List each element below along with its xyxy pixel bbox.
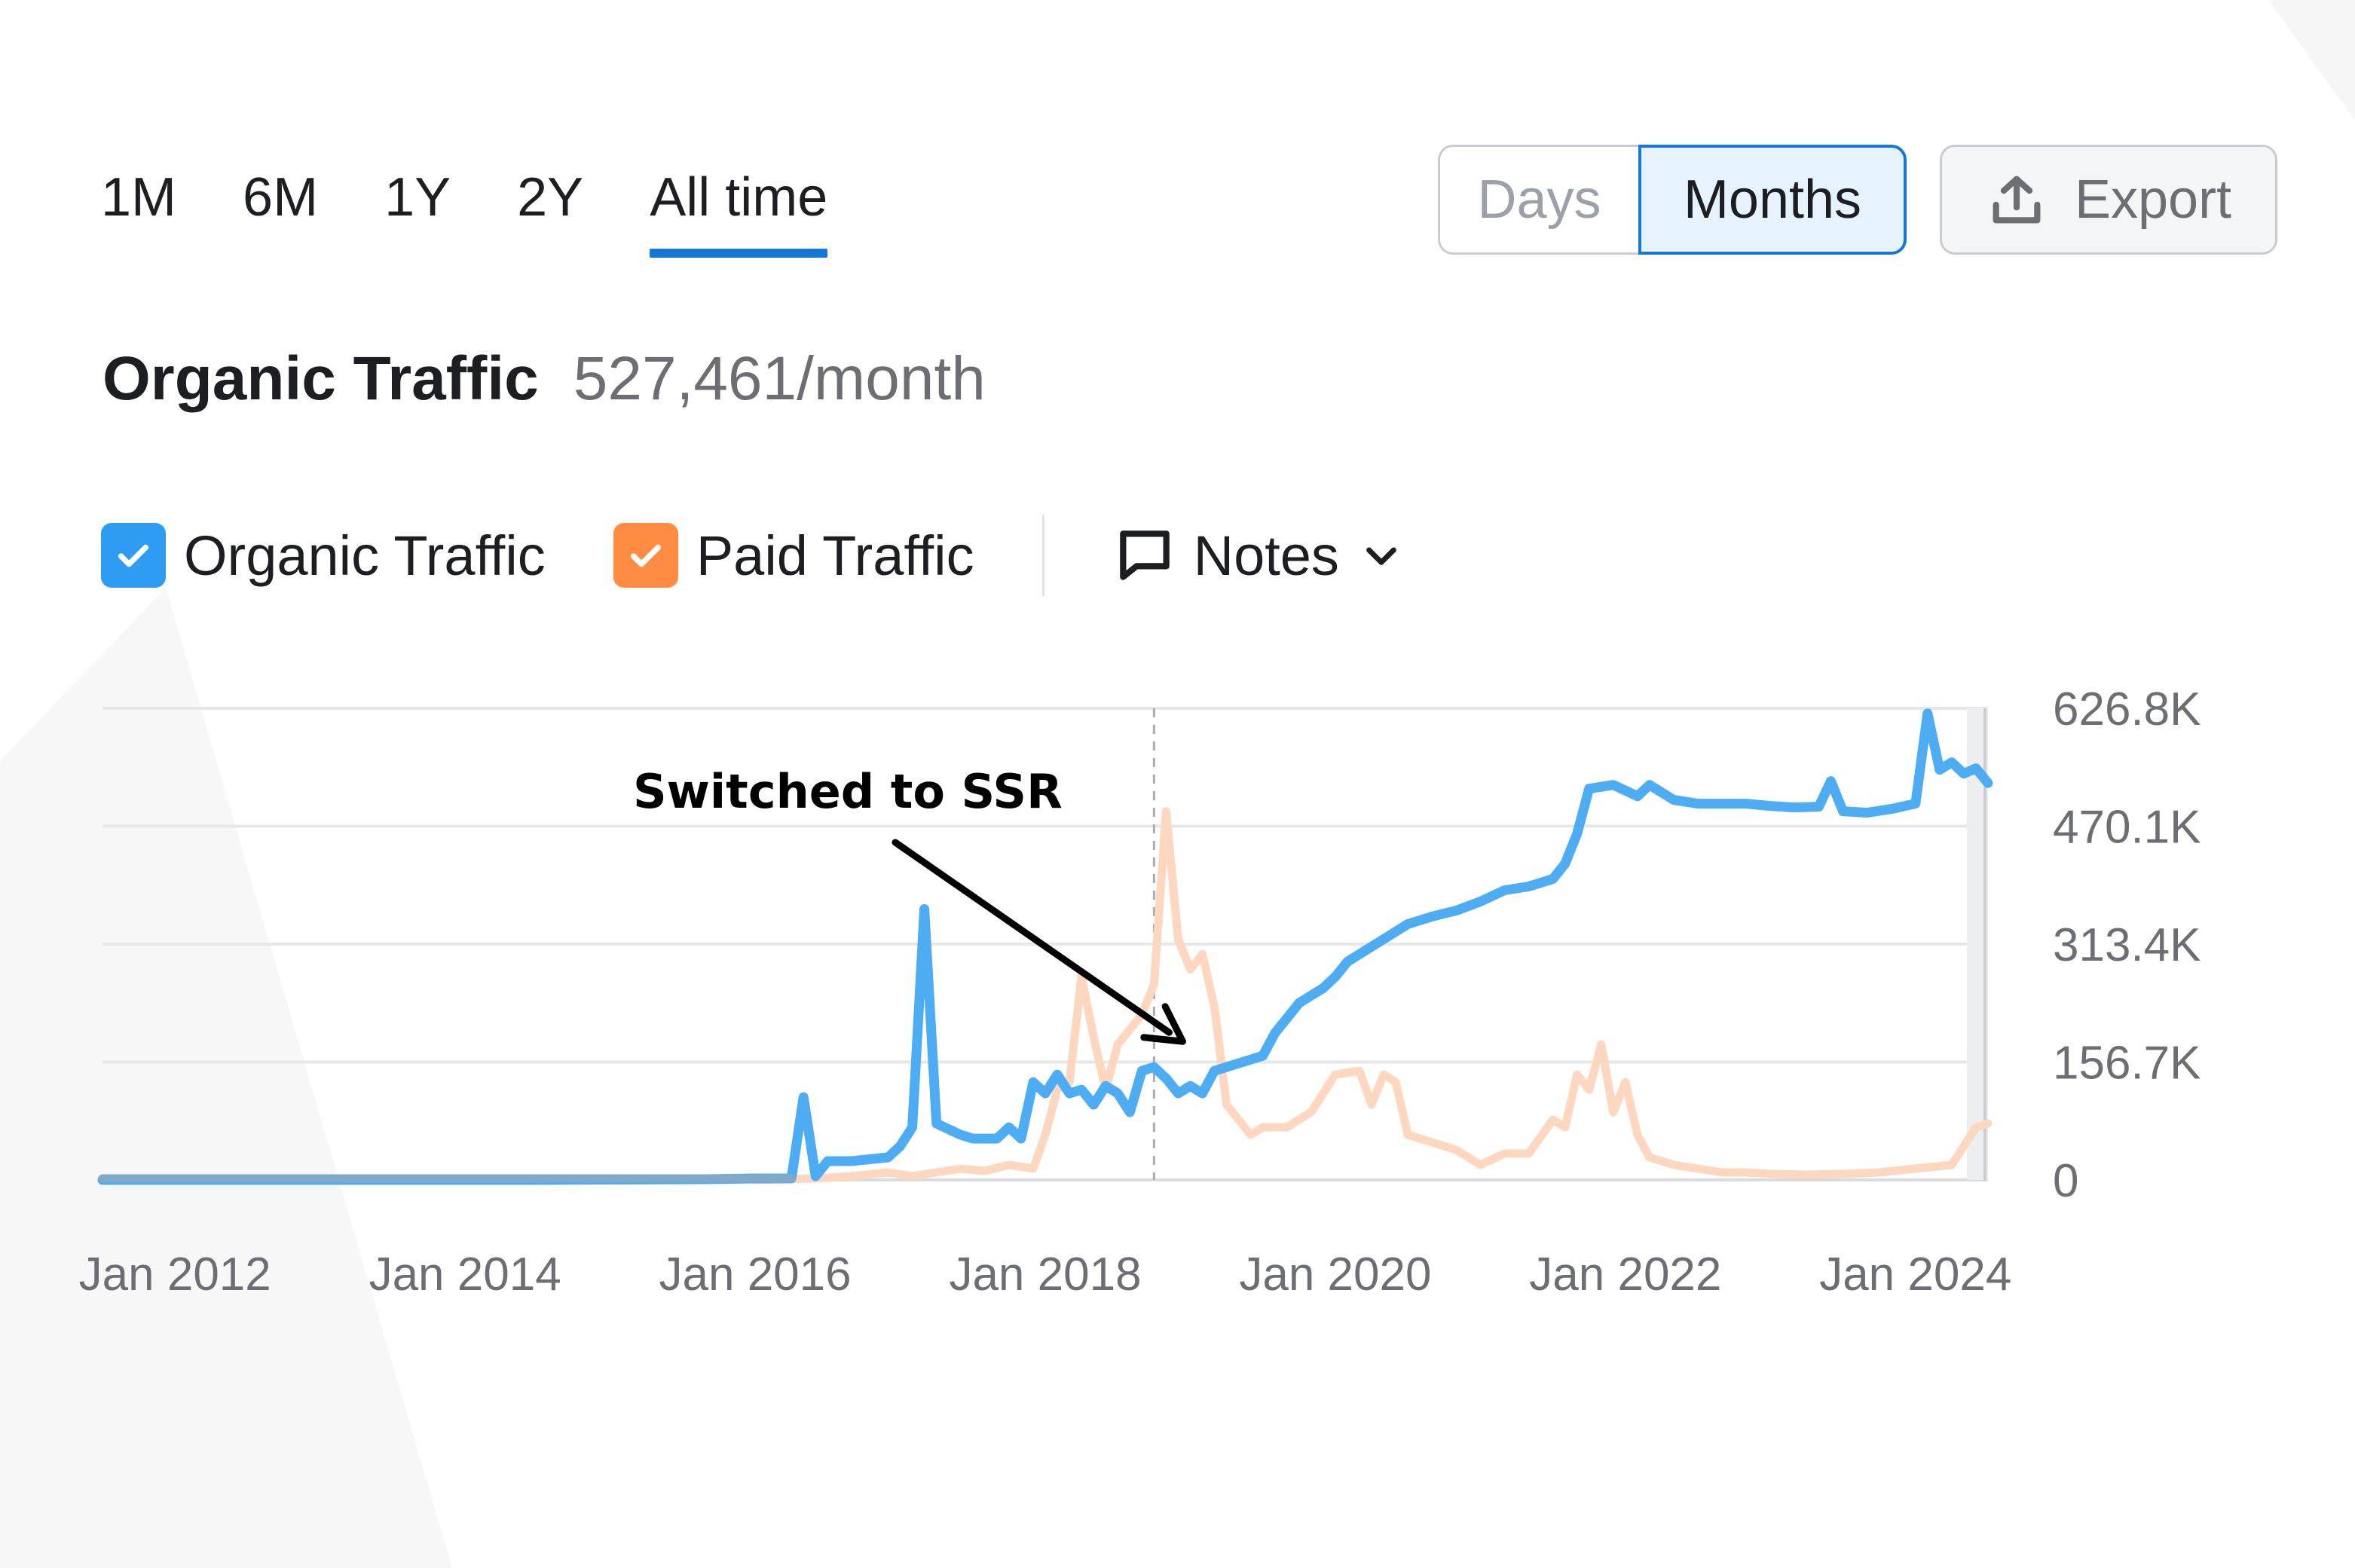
y-tick-label: 156.7K [2053, 1038, 2201, 1090]
months-button[interactable]: Months [1638, 145, 1907, 255]
x-tick-label: Jan 2018 [949, 1249, 1141, 1301]
tab-2y[interactable]: 2Y [517, 167, 584, 228]
x-tick-label: Jan 2020 [1239, 1249, 1431, 1301]
legend-divider [1041, 515, 1044, 596]
y-tick-label: 313.4K [2053, 919, 2201, 971]
paid-traffic-line [751, 807, 1993, 1184]
chevron-down-icon [1366, 547, 1396, 565]
traffic-value: 527,461/month [573, 344, 986, 413]
organic-legend-label: Organic Traffic [184, 524, 546, 587]
series-legend: Organic Traffic Paid Traffic Notes [101, 514, 1402, 597]
tab-1y[interactable]: 1Y [384, 167, 451, 228]
legend-organic-traffic[interactable]: Organic Traffic [101, 523, 546, 588]
paid-checkbox[interactable] [613, 523, 678, 588]
tab-1m[interactable]: 1M [101, 167, 177, 228]
paid-legend-label: Paid Traffic [696, 524, 974, 587]
comment-icon [1119, 530, 1170, 580]
check-icon [118, 544, 149, 567]
days-button[interactable]: Days [1438, 145, 1638, 255]
notes-dropdown[interactable]: Notes [1112, 523, 1402, 588]
organic-checkbox[interactable] [101, 523, 166, 588]
check-icon [630, 544, 661, 567]
upload-icon [1993, 176, 2041, 224]
x-tick-label: Jan 2016 [659, 1249, 852, 1301]
time-range-tabs: 1M 6M 1Y 2Y All time [101, 160, 894, 265]
y-tick-label: 0 [2053, 1155, 2078, 1207]
notes-label: Notes [1193, 524, 1339, 587]
export-button[interactable]: Export [1940, 145, 2277, 255]
annotation-label: Switched to SSR [633, 764, 1063, 819]
annotation-arrowhead [1140, 1003, 1186, 1045]
annotation-arrow [892, 839, 1173, 1036]
x-tick-label: Jan 2022 [1529, 1249, 1721, 1301]
export-label: Export [2074, 170, 2232, 230]
y-tick-label: 470.1K [2053, 802, 2201, 854]
page-title: Organic Traffic [102, 344, 539, 413]
x-tick-label: Jan 2012 [79, 1249, 271, 1301]
x-tick-label: Jan 2014 [369, 1249, 561, 1301]
tab-all-time[interactable]: All time [650, 160, 828, 259]
legend-paid-traffic[interactable]: Paid Traffic [613, 523, 974, 588]
organic-traffic-line [97, 708, 1993, 1185]
granularity-toggle: Days Months [1438, 145, 1907, 255]
x-tick-label: Jan 2024 [1819, 1249, 2011, 1301]
tab-6m[interactable]: 6M [243, 167, 319, 228]
y-tick-label: 626.8K [2053, 683, 2201, 735]
page-title-row: Organic Traffic 527,461/month [102, 344, 986, 414]
